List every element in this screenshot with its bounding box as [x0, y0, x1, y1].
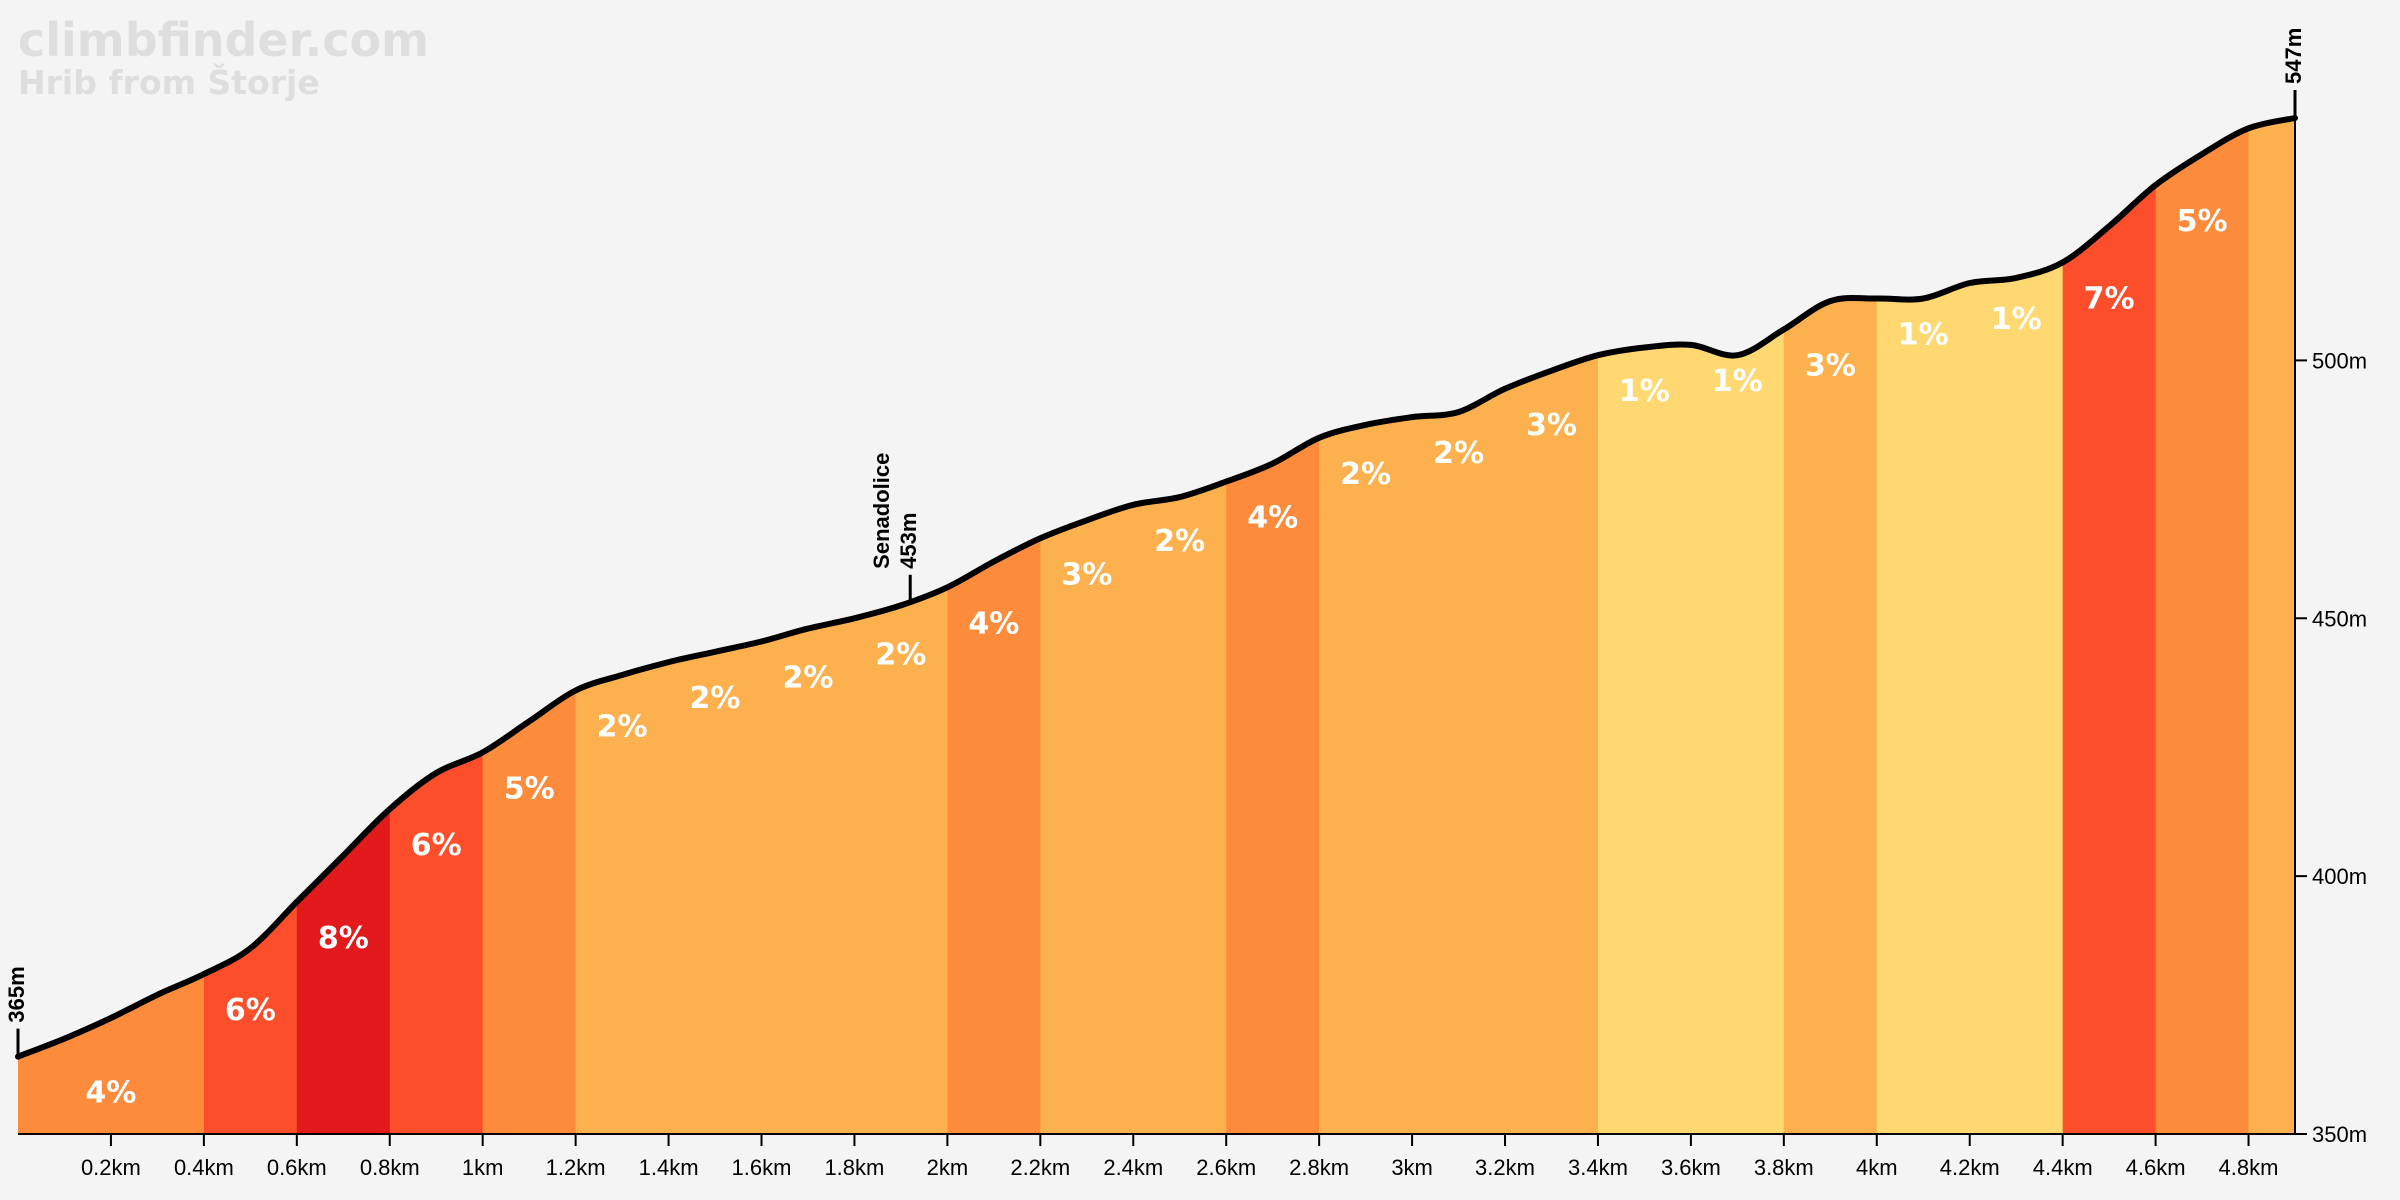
x-tick-label: 3.2km [1475, 1155, 1535, 1180]
gradient-segments [18, 118, 2295, 1134]
gradient-label-7: 2% [690, 681, 741, 716]
x-tick-label: 2.6km [1196, 1155, 1256, 1180]
profile-line [15, 115, 2298, 1060]
gradient-label-21: 1% [1991, 302, 2042, 337]
gradient-segment-16 [1505, 118, 1599, 1134]
gradient-label-12: 2% [1154, 524, 1205, 559]
x-tick-label: 4.4km [2033, 1155, 2093, 1180]
gradient-label-8: 2% [783, 661, 834, 696]
gradient-segment-10 [947, 118, 1041, 1134]
gradient-label-13: 4% [1247, 501, 1298, 536]
gradient-segment-19 [1783, 118, 1878, 1134]
gradient-segment-8 [761, 118, 855, 1134]
x-tick-label: 1.8km [824, 1155, 884, 1180]
x-tick-label: 4km [1856, 1155, 1898, 1180]
x-tick-label: 0.4km [174, 1155, 234, 1180]
x-tick-label: 4.8km [2219, 1155, 2279, 1180]
x-tick-label: 2.2km [1010, 1155, 1070, 1180]
gradient-label-18: 1% [1712, 364, 1763, 399]
gradient-segment-5 [482, 118, 577, 1134]
x-tick-label: 1.6km [732, 1155, 792, 1180]
gradient-segment-20 [1876, 118, 1971, 1134]
x-tick-label: 1.4km [639, 1155, 699, 1180]
marker-label: Senadolice [869, 453, 894, 569]
gradient-segment-18 [1690, 118, 1785, 1134]
markers: 365m Senadolice 453m 547m [4, 28, 2306, 1057]
gradient-label-10: 4% [968, 606, 1019, 641]
gradient-segment-12 [1133, 118, 1227, 1134]
gradient-segment-13 [1226, 118, 1320, 1134]
gradient-segment-15 [1412, 118, 1506, 1134]
x-tick-label: 2.4km [1103, 1155, 1163, 1180]
gradient-label-15: 2% [1433, 436, 1484, 471]
gradient-label-5: 5% [504, 771, 555, 806]
gradient-label-4: 6% [411, 828, 462, 863]
gradient-segment-14 [1319, 118, 1413, 1134]
x-tick-label: 2.8km [1289, 1155, 1349, 1180]
marker-label: 365m [4, 966, 29, 1022]
x-tick-label: 3km [1391, 1155, 1433, 1180]
x-tick-label: 4.2km [1940, 1155, 2000, 1180]
site-watermark: climbfinder.com [18, 13, 429, 67]
brand-watermark: climbfinder.com Hrib from Štorje [18, 13, 429, 102]
marker-label: 547m [2281, 28, 2306, 84]
gradient-label-16: 3% [1526, 408, 1577, 443]
x-tick-label: 4.6km [2126, 1155, 2186, 1180]
gradient-label-6: 2% [597, 710, 648, 745]
gradient-segment-17 [1598, 118, 1692, 1134]
marker-start: 365m [4, 966, 29, 1057]
gradient-label-1: 4% [85, 1076, 136, 1111]
x-tick-label: 0.8km [360, 1155, 420, 1180]
gradient-label-20: 1% [1898, 318, 1949, 353]
y-tick-label: 350m [2312, 1122, 2367, 1147]
gradient-segment-7 [668, 118, 763, 1134]
gradient-label-23: 5% [2177, 204, 2228, 239]
gradient-segment-22 [2062, 118, 2157, 1134]
gradient-segment-6 [575, 118, 670, 1134]
gradient-label-17: 1% [1619, 374, 1670, 409]
x-tick-label: 1km [462, 1155, 504, 1180]
gradient-label-14: 2% [1340, 457, 1391, 492]
gradient-label-19: 3% [1805, 349, 1856, 384]
gradient-label-9: 2% [875, 637, 926, 672]
gradient-labels: 4% 6% 8% 6% 5% 2% 2% 2% 2% 4% 3% 2% 4% 2% 2% 3% 1% 1% 3% 1%… [85, 204, 2227, 1111]
gradient-segment-4 [389, 118, 484, 1134]
profile-layer [15, 115, 2298, 1060]
y-tick-label: 500m [2312, 348, 2367, 373]
gradient-segment-3 [296, 118, 391, 1134]
gradient-segment-21 [1969, 118, 2064, 1134]
gradient-segment-23 [2155, 118, 2250, 1134]
x-tick-label: 3.4km [1568, 1155, 1628, 1180]
x-tick-label: 3.6km [1661, 1155, 1721, 1180]
x-tick-label: 1.2km [546, 1155, 606, 1180]
marker-summit: 547m [2281, 28, 2306, 118]
y-tick-label: 400m [2312, 864, 2367, 889]
gradient-segment-1 [18, 118, 205, 1134]
x-tick-label: 0.6km [267, 1155, 327, 1180]
y-tick-label: 450m [2312, 606, 2367, 631]
gradient-label-11: 3% [1061, 557, 1112, 592]
x-tick-label: 3.8km [1754, 1155, 1814, 1180]
x-tick-label: 0.2km [81, 1155, 141, 1180]
gradient-segment-2 [203, 118, 298, 1134]
climb-name-watermark: Hrib from Štorje [18, 62, 320, 102]
gradient-label-2: 6% [225, 993, 276, 1028]
x-tick-label: 2km [927, 1155, 969, 1180]
gradient-label-22: 7% [2084, 281, 2135, 316]
gradient-segment-24 [2248, 118, 2295, 1134]
marker-senadolice: Senadolice 453m [869, 453, 921, 603]
axes: 0.2km 0.4km 0.6km 0.8km 1km 1.2km 1.4km 1.6km 1.… [18, 118, 2367, 1180]
marker-label: 453m [896, 513, 921, 569]
gradient-label-3: 8% [318, 921, 369, 956]
